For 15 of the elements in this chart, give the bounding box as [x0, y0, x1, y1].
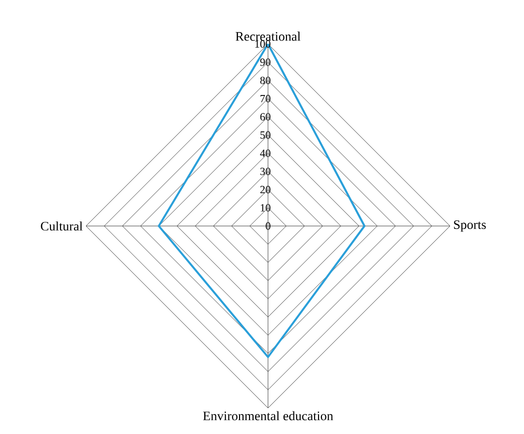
y-tick-label: 90	[260, 58, 270, 66]
y-tick-label: 60	[260, 113, 270, 120]
y-tick-label: 20	[260, 186, 270, 194]
y-tick-label: 0	[266, 222, 270, 230]
spoke-label: Sports	[454, 220, 486, 232]
y-tick-label: 70	[260, 94, 270, 102]
y-tick-label: 100	[255, 40, 270, 48]
y-tick-label: 10	[260, 204, 270, 212]
y-tick-label: 40	[260, 150, 270, 157]
spoke-label: Cultural	[40, 221, 83, 231]
spoke-label: Environmental education	[203, 411, 334, 420]
y-tick-label: 80	[260, 76, 270, 84]
y-tick-label: 30	[260, 168, 270, 176]
y-tick-label: 50	[260, 131, 270, 139]
spoke-label: Recreational	[236, 32, 300, 41]
